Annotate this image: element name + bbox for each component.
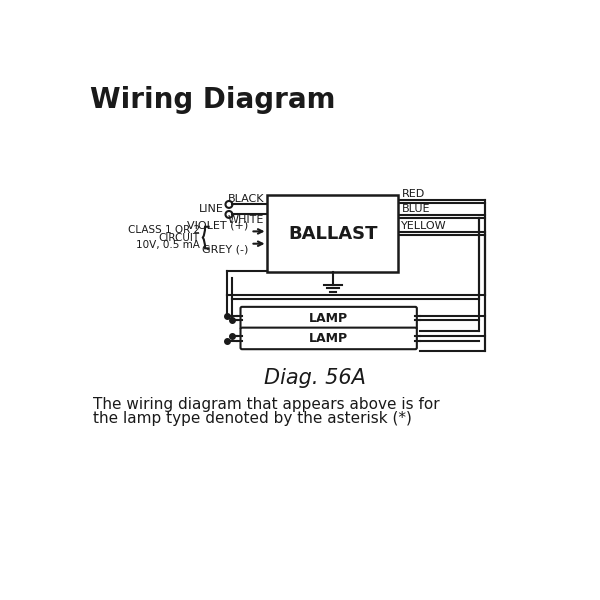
Text: LAMP: LAMP <box>309 311 348 325</box>
Text: GREY (-): GREY (-) <box>202 244 248 254</box>
Text: BLUE: BLUE <box>401 205 430 214</box>
Text: WHITE: WHITE <box>228 215 265 225</box>
Text: the lamp type denoted by the asterisk (*): the lamp type denoted by the asterisk (*… <box>94 411 412 426</box>
Text: Wiring Diagram: Wiring Diagram <box>91 86 336 114</box>
FancyBboxPatch shape <box>241 307 417 329</box>
Text: The wiring diagram that appears above is for: The wiring diagram that appears above is… <box>94 397 440 412</box>
Bar <box>268 195 398 272</box>
FancyBboxPatch shape <box>241 328 417 349</box>
Text: LAMP: LAMP <box>309 332 348 345</box>
Text: BALLAST: BALLAST <box>288 224 377 242</box>
Text: YELLOW: YELLOW <box>401 221 447 232</box>
Text: CLASS 1 OR 2: CLASS 1 OR 2 <box>128 225 200 235</box>
Text: CIRCUIT: CIRCUIT <box>158 233 200 242</box>
Text: BLACK: BLACK <box>228 194 265 203</box>
Text: 10V, 0.5 mA: 10V, 0.5 mA <box>136 240 200 250</box>
Text: Diag. 56A: Diag. 56A <box>264 368 366 388</box>
Text: RED: RED <box>401 189 425 199</box>
Text: VIOLET (+): VIOLET (+) <box>187 221 248 230</box>
Text: LINE: LINE <box>199 205 224 214</box>
